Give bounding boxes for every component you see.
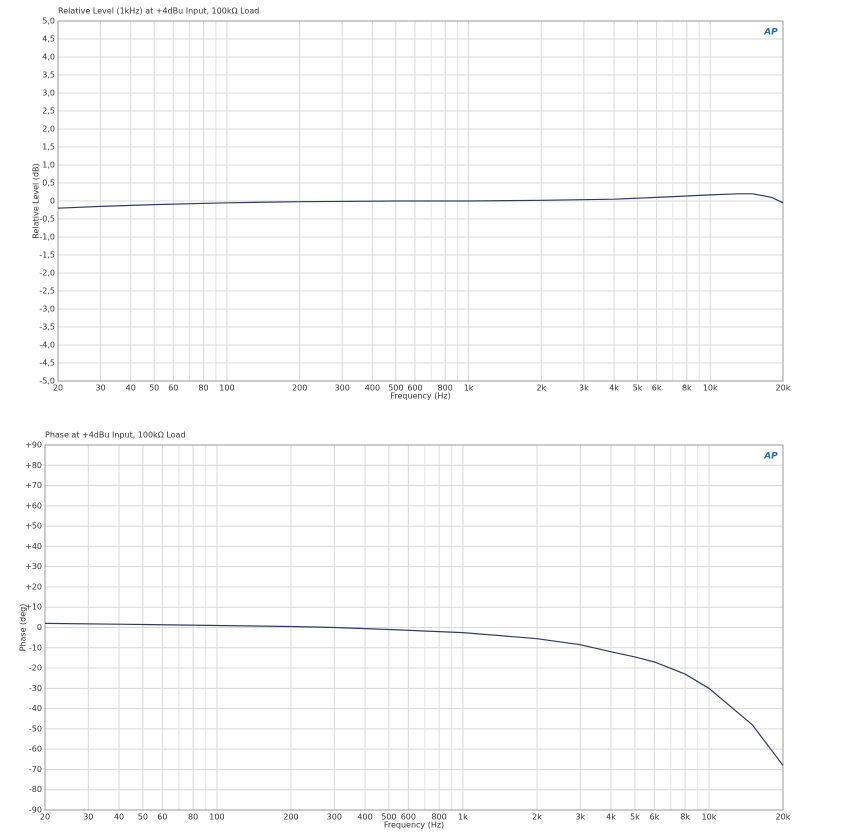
x-tick-label: 6k: [652, 384, 662, 393]
plot-frame: [57, 20, 784, 382]
logo: AP: [763, 452, 778, 462]
x-tick-label: 80: [198, 384, 208, 393]
y-tick-label: 2,5: [42, 107, 55, 116]
y-tick-label: -40: [29, 704, 42, 713]
chart-title: Phase at +4dBu Input, 100kΩ Load: [45, 431, 186, 440]
plot-frame: [44, 444, 784, 811]
y-axis-label: Phase (deg): [19, 604, 28, 652]
y-tick-label: 0: [50, 197, 55, 206]
chart-title: Relative Level (1kHz) at +4dBu Input, 10…: [58, 7, 259, 16]
data-line: [44, 622, 784, 766]
y-tick-label: -0,5: [39, 215, 55, 224]
y-tick-label: 5,0: [42, 17, 55, 26]
x-tick-label: 20k: [776, 813, 791, 822]
y-tick-label: 4,0: [42, 53, 55, 62]
x-tick-label: 30: [95, 384, 105, 393]
y-tick-label: +90: [25, 441, 42, 450]
x-tick-label: 200: [283, 813, 298, 822]
y-tick-label: -20: [29, 664, 42, 673]
x-tick-label: 1k: [464, 384, 474, 393]
y-tick-label: +30: [25, 562, 42, 571]
x-tick-label: 80: [188, 813, 198, 822]
x-tick-label: 400: [365, 384, 380, 393]
y-tick-label: -3,5: [39, 323, 55, 332]
y-tick-label: 1,5: [42, 143, 55, 152]
x-tick-label: 600: [407, 384, 422, 393]
y-tick-label: -10: [29, 643, 42, 652]
x-tick-label: 200: [292, 384, 307, 393]
x-tick-label: 6k: [650, 813, 660, 822]
y-tick-label: 0: [37, 623, 42, 632]
data-line: [57, 193, 784, 209]
x-axis-label: Frequency (Hz): [384, 821, 444, 830]
y-tick-label: -60: [29, 745, 42, 754]
y-tick-label: -5,0: [39, 377, 55, 386]
x-tick-label: 8k: [682, 384, 692, 393]
y-tick-label: 3,5: [42, 71, 55, 80]
x-tick-label: 3k: [579, 384, 589, 393]
x-tick-label: 50: [138, 813, 148, 822]
y-tick-label: 2,0: [42, 125, 55, 134]
y-tick-label: +80: [25, 461, 42, 470]
y-tick-label: +40: [25, 542, 42, 551]
x-tick-label: 300: [335, 384, 350, 393]
x-tick-label: 20: [53, 384, 63, 393]
y-tick-label: -4,5: [39, 359, 55, 368]
y-tick-label: -70: [29, 765, 42, 774]
y-tick-label: -1,0: [39, 233, 55, 242]
y-tick-label: 1,0: [42, 161, 55, 170]
y-tick-label: 0,5: [42, 179, 55, 188]
y-tick-label: 4,5: [42, 35, 55, 44]
x-tick-label: 3k: [575, 813, 585, 822]
x-tick-label: 10k: [703, 384, 718, 393]
x-tick-label: 1k: [458, 813, 468, 822]
x-tick-label: 8k: [680, 813, 690, 822]
x-tick-label: 20: [40, 813, 50, 822]
x-tick-label: 50: [149, 384, 159, 393]
x-tick-label: 600: [401, 813, 416, 822]
x-tick-label: 2k: [536, 384, 546, 393]
x-tick-label: 500: [381, 813, 396, 822]
x-tick-label: 2k: [532, 813, 542, 822]
y-tick-label: -80: [29, 785, 42, 794]
x-tick-label: 40: [126, 384, 136, 393]
x-tick-label: 30: [83, 813, 93, 822]
x-tick-label: 20k: [776, 384, 791, 393]
x-tick-label: 500: [388, 384, 403, 393]
y-tick-label: -2,0: [39, 269, 55, 278]
x-tick-label: 800: [431, 813, 446, 822]
y-tick-label: +60: [25, 501, 42, 510]
y-tick-label: +10: [25, 603, 42, 612]
y-tick-label: 3,0: [42, 89, 55, 98]
logo: AP: [763, 28, 778, 38]
x-tick-label: 4k: [609, 384, 619, 393]
x-axis-label: Frequency (Hz): [390, 392, 450, 401]
y-tick-label: -3,0: [39, 305, 55, 314]
x-tick-label: 300: [327, 813, 342, 822]
x-tick-label: 60: [157, 813, 167, 822]
x-tick-label: 60: [168, 384, 178, 393]
y-tick-label: -50: [29, 724, 42, 733]
y-tick-label: +50: [25, 522, 42, 531]
x-tick-label: 5k: [630, 813, 640, 822]
y-tick-label: -4,0: [39, 341, 55, 350]
y-tick-label: -1,5: [39, 251, 55, 260]
x-tick-label: 400: [357, 813, 372, 822]
x-tick-label: 10k: [702, 813, 717, 822]
y-tick-label: +70: [25, 481, 42, 490]
x-tick-label: 100: [219, 384, 234, 393]
y-axis-label: Relative Level (dB): [32, 163, 41, 238]
x-tick-label: 800: [438, 384, 453, 393]
x-tick-label: 100: [209, 813, 224, 822]
x-tick-label: 5k: [633, 384, 643, 393]
x-tick-label: 40: [114, 813, 124, 822]
x-tick-label: 4k: [606, 813, 616, 822]
y-tick-label: +20: [25, 582, 42, 591]
y-tick-label: -2,5: [39, 287, 55, 296]
y-tick-label: -90: [29, 806, 42, 815]
y-tick-label: -30: [29, 684, 42, 693]
